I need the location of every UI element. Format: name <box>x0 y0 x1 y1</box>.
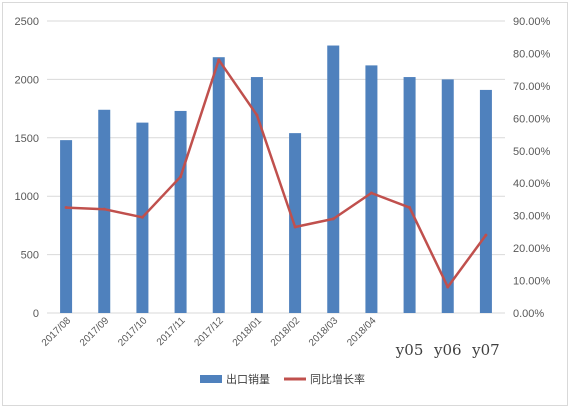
x-tick-label: 2018/01 <box>231 315 265 349</box>
right-tick-label: 30.00% <box>513 211 551 223</box>
x-tick-label: 2017/12 <box>193 315 227 349</box>
x-tick-label: y06 <box>433 341 462 359</box>
left-tick-label: 2500 <box>15 16 39 28</box>
x-tick-label: 2018/03 <box>307 315 341 349</box>
line-point <box>369 191 373 195</box>
left-tick-label: 1000 <box>15 191 39 203</box>
legend-swatch-bar <box>200 375 222 383</box>
right-tick-label: 10.00% <box>513 276 551 288</box>
right-tick-label: 70.00% <box>513 81 551 93</box>
left-axis: 0 500 1000 1500 2000 2500 <box>15 16 39 320</box>
right-axis: 0.00% 10.00% 20.00% 30.00% 40.00% 50.00% 60.00… <box>513 16 551 320</box>
bar <box>250 77 263 314</box>
growth-line <box>66 58 487 289</box>
legend: 出口销量 同比增长率 <box>200 372 365 386</box>
x-tick-label: y07 <box>471 341 500 359</box>
x-tick-label: 2017/11 <box>155 315 188 348</box>
line-point <box>217 58 221 62</box>
line-point <box>408 206 412 210</box>
bar <box>212 57 225 313</box>
bar <box>365 65 378 313</box>
line-point <box>255 113 259 117</box>
left-tick-label: 2000 <box>15 74 39 86</box>
line-point <box>293 225 297 229</box>
right-tick-label: 60.00% <box>513 113 551 125</box>
line-point <box>140 215 144 219</box>
x-tick-label: 2017/10 <box>116 315 150 349</box>
chart-frame <box>2 2 568 406</box>
right-tick-label: 40.00% <box>513 178 551 190</box>
x-tick-label: y05 <box>395 341 424 359</box>
right-tick-label: 80.00% <box>513 48 551 60</box>
bar <box>174 110 187 313</box>
left-tick-label: 500 <box>21 250 39 262</box>
line-point <box>64 206 68 210</box>
right-tick-label: 0.00% <box>513 308 544 320</box>
x-tick-label: 2018/04 <box>345 315 379 349</box>
line-point <box>179 175 183 179</box>
line-series <box>64 58 488 289</box>
x-tick-label: 2017/08 <box>40 315 74 349</box>
bar <box>403 77 416 314</box>
bar-series <box>60 45 492 314</box>
bar <box>327 45 340 313</box>
right-tick-label: 50.00% <box>513 146 551 158</box>
bar <box>441 79 454 314</box>
line-point <box>331 217 335 221</box>
x-tick-label: 2018/02 <box>269 315 303 349</box>
left-tick-label: 1500 <box>15 133 39 145</box>
line-point <box>484 233 488 237</box>
bar <box>98 109 111 313</box>
right-tick-label: 90.00% <box>513 16 551 28</box>
bar <box>60 140 73 313</box>
legend-label-bar: 出口销量 <box>226 372 270 386</box>
line-point <box>446 285 450 289</box>
legend-label-line: 同比增长率 <box>310 372 365 386</box>
bar <box>289 133 302 313</box>
bar <box>479 89 492 313</box>
x-axis: 2017/08 2017/09 2017/10 2017/11 2017/12 2018/… <box>40 315 500 359</box>
x-tick-label: 2017/09 <box>78 315 112 349</box>
left-tick-label: 0 <box>33 308 39 320</box>
line-point <box>102 207 106 211</box>
grid-lines <box>47 20 505 314</box>
right-tick-label: 20.00% <box>513 243 551 255</box>
